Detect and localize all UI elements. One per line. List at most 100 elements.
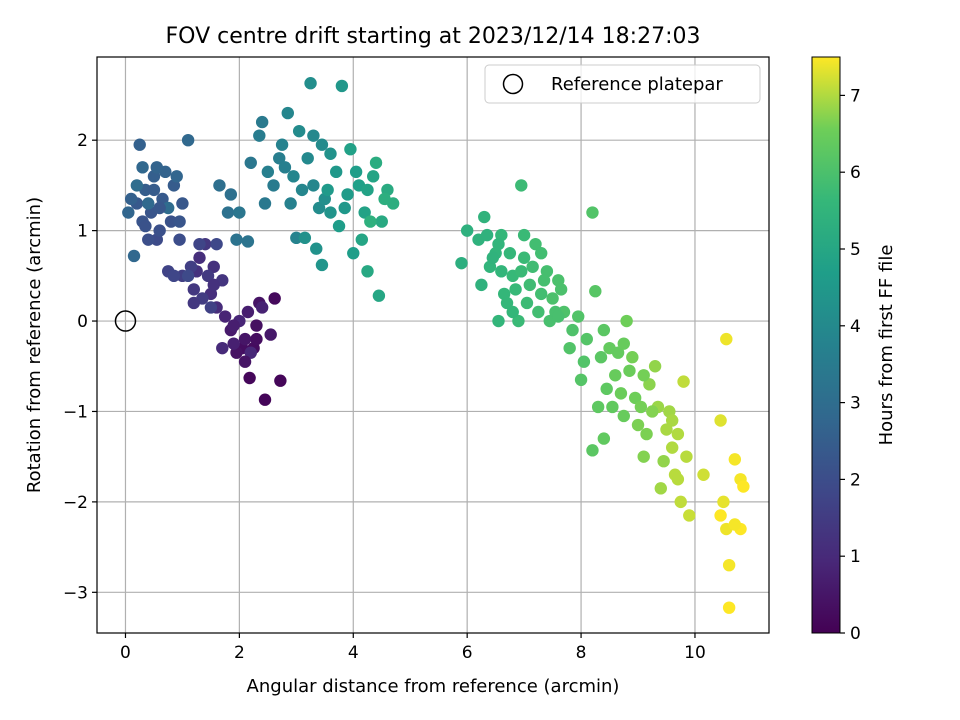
data-point: [643, 378, 656, 391]
data-point: [304, 77, 317, 90]
data-point: [176, 197, 189, 210]
data-point: [720, 332, 733, 346]
data-point: [147, 183, 161, 197]
data-point: [646, 405, 659, 418]
data-point: [515, 179, 528, 192]
data-point: [611, 346, 625, 359]
data-point: [173, 215, 186, 228]
data-point: [626, 351, 639, 364]
data-point: [241, 305, 255, 319]
data-point: [201, 269, 215, 283]
data-point: [586, 444, 599, 457]
data-point: [526, 260, 539, 273]
data-point: [142, 233, 155, 246]
legend-box: [484, 64, 761, 104]
data-point: [660, 423, 673, 436]
data-point: [275, 138, 289, 151]
x-tick-label: 4: [348, 643, 359, 663]
legend-label: Reference platepar: [551, 74, 723, 95]
data-point: [589, 284, 602, 298]
x-tick-label: 0: [120, 643, 131, 663]
data-point: [349, 165, 363, 179]
data-point: [628, 391, 642, 405]
data-point: [181, 269, 195, 283]
data-point: [665, 414, 679, 427]
data-point: [207, 260, 220, 273]
data-point: [153, 201, 166, 215]
data-point: [680, 450, 693, 463]
data-point: [139, 219, 152, 233]
colorbar-ticks: 0 1 2 3 4 5 6 7: [840, 86, 861, 644]
data-point: [258, 197, 272, 210]
data-point: [347, 247, 360, 260]
data-point: [278, 161, 292, 174]
data-point: [609, 369, 622, 382]
data-point: [142, 197, 155, 210]
data-point: [187, 283, 201, 296]
data-point: [671, 473, 685, 486]
data-point: [338, 201, 351, 215]
legend: Reference platepar: [484, 64, 761, 104]
data-point: [255, 115, 269, 129]
data-point: [714, 509, 727, 522]
data-point: [181, 133, 195, 147]
data-point: [307, 129, 320, 142]
data-point: [355, 233, 369, 246]
data-point: [213, 179, 226, 192]
data-point: [552, 310, 565, 323]
data-point: [267, 179, 280, 192]
colorbar-tick-label: 2: [850, 470, 861, 490]
data-point: [255, 301, 269, 314]
colorbar-tick-label: 7: [850, 86, 861, 106]
data-point: [671, 427, 685, 441]
data-point: [173, 233, 186, 246]
data-point: [369, 156, 383, 169]
data-point: [515, 265, 528, 278]
data-point: [492, 237, 505, 251]
data-point: [268, 292, 281, 305]
data-point: [492, 314, 505, 328]
colorbar-tick-label: 1: [850, 547, 861, 567]
data-point: [315, 258, 329, 272]
colorbar-tick-label: 6: [850, 163, 861, 183]
data-point: [341, 188, 354, 201]
data-point: [244, 346, 257, 359]
data-point: [335, 79, 349, 93]
data-point: [722, 558, 736, 572]
data-point: [122, 206, 135, 219]
data-point: [161, 201, 175, 215]
data-point: [364, 215, 377, 228]
colorbar-tick-label: 5: [850, 240, 861, 260]
data-point: [150, 161, 163, 174]
data-point: [298, 231, 312, 245]
data-point: [243, 371, 256, 385]
colorbar-label: Hours from first FF file: [876, 245, 897, 446]
plot-area-frame: [96, 56, 770, 634]
data-point: [230, 233, 243, 246]
data-point: [631, 418, 645, 432]
data-point: [677, 375, 690, 388]
data-point: [460, 224, 474, 237]
legend-marker-reference: [502, 73, 524, 95]
data-point: [674, 495, 687, 509]
data-point: [722, 601, 736, 614]
data-point: [233, 206, 246, 219]
data-point: [258, 393, 272, 406]
data-point: [617, 409, 630, 423]
data-point: [546, 292, 559, 305]
data-point: [728, 518, 742, 531]
data-point: [124, 192, 138, 206]
chart-title: FOV centre drift starting at 2023/12/14 …: [166, 24, 701, 49]
data-point: [597, 323, 611, 337]
data-point: [637, 450, 650, 463]
data-point: [307, 179, 320, 192]
data-point: [241, 235, 255, 248]
data-point: [367, 170, 380, 183]
data-point: [153, 224, 166, 237]
data-point: [378, 192, 391, 206]
data-point: [532, 305, 545, 319]
data-point: [554, 283, 568, 296]
data-point: [529, 237, 542, 251]
data-point: [614, 387, 628, 400]
data-point: [606, 400, 619, 414]
